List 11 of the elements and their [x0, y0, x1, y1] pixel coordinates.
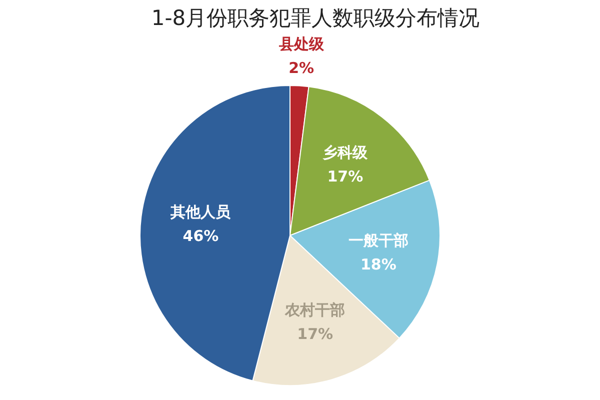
slice-label: 乡科级	[322, 143, 369, 162]
slice-label: 其他人员	[170, 203, 232, 222]
slice-label: 农村干部	[284, 300, 346, 319]
slice-label: 一般干部	[348, 231, 408, 250]
data-label: 17%	[297, 324, 334, 343]
slice-label: 县处级	[278, 34, 325, 53]
data-label: 2%	[288, 58, 314, 77]
chart-title: 1-8月份职务犯罪人数职级分布情况	[151, 6, 480, 30]
data-label: 17%	[327, 167, 364, 186]
data-label: 46%	[182, 227, 219, 246]
data-label: 18%	[360, 255, 396, 274]
